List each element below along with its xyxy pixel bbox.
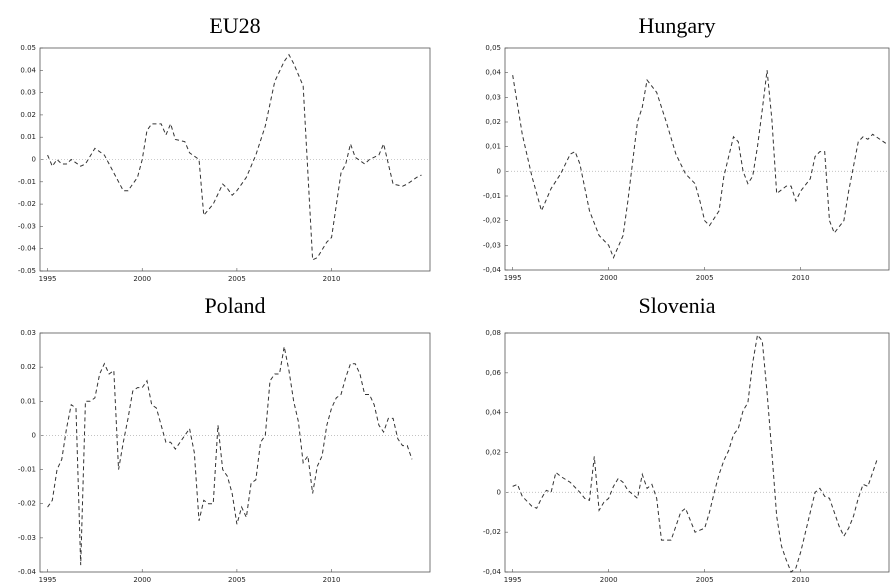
y-tick-label: 0,05 (485, 44, 501, 52)
x-tick-label: 2005 (228, 576, 246, 584)
y-tick-label: 0.01 (20, 397, 36, 405)
x-tick-label: 2010 (323, 275, 341, 283)
plot-frame (504, 47, 890, 271)
data-line (47, 346, 413, 566)
chart-title: Poland (204, 293, 265, 318)
x-tick-label: 2005 (696, 576, 714, 584)
y-tick-label: 0 (32, 156, 36, 164)
y-tick-label: 0,02 (485, 118, 501, 126)
x-tick-label: 1995 (39, 275, 57, 283)
y-tick-label: 0.04 (20, 66, 36, 74)
y-tick-label: 0,04 (485, 409, 501, 417)
y-tick-label: 0 (497, 488, 501, 496)
y-tick-label: -0,02 (483, 528, 501, 536)
y-tick-label: 0.02 (20, 363, 36, 371)
y-tick-label: -0.02 (18, 200, 36, 208)
y-tick-label: -0,04 (483, 568, 502, 576)
y-tick-label: -0.03 (18, 534, 36, 542)
y-tick-label: 0 (32, 431, 36, 439)
y-tick-label: 0.05 (20, 44, 36, 52)
y-tick-label: 0.03 (20, 329, 36, 337)
y-tick-label: 0,02 (485, 449, 501, 457)
y-tick-label: 0,06 (485, 369, 501, 377)
y-tick-label: 0,08 (485, 329, 501, 337)
x-tick-label: 1995 (504, 576, 522, 584)
y-tick-label: -0.05 (18, 267, 36, 275)
x-tick-label: 2005 (696, 274, 714, 282)
x-tick-label: 2000 (133, 275, 151, 283)
y-tick-label: -0,03 (483, 241, 501, 249)
y-tick-label: 0,01 (485, 143, 501, 151)
y-tick-label: 0.02 (20, 111, 36, 119)
y-tick-label: -0,02 (483, 217, 501, 225)
x-tick-label: 2010 (323, 576, 341, 584)
y-tick-label: 0 (497, 167, 501, 175)
y-tick-label: 0.03 (20, 89, 36, 97)
x-tick-label: 2010 (792, 576, 810, 584)
x-tick-label: 1995 (39, 576, 57, 584)
data-line (512, 333, 878, 573)
data-line (47, 53, 422, 261)
y-tick-label: -0.04 (18, 568, 37, 576)
x-tick-label: 1995 (504, 274, 522, 282)
y-tick-label: -0.02 (18, 500, 36, 508)
chart-title: Slovenia (639, 293, 716, 318)
plot-frame (39, 332, 431, 573)
x-tick-label: 2000 (133, 576, 151, 584)
y-tick-label: -0.01 (18, 178, 36, 186)
y-tick-label: -0.04 (18, 245, 37, 253)
x-tick-label: 2000 (600, 274, 618, 282)
x-tick-label: 2005 (228, 275, 246, 283)
y-tick-label: -0.03 (18, 222, 36, 230)
chart-title: EU28 (209, 13, 260, 38)
data-line (512, 70, 888, 259)
y-tick-label: -0,04 (483, 266, 502, 274)
x-tick-label: 2000 (600, 576, 618, 584)
chart-title: Hungary (639, 13, 716, 38)
y-tick-label: 0,04 (485, 69, 501, 77)
y-tick-label: 0.01 (20, 133, 36, 141)
y-tick-label: -0,01 (483, 192, 501, 200)
x-tick-label: 2010 (792, 274, 810, 282)
y-tick-label: -0.01 (18, 466, 36, 474)
plot-frame (504, 332, 890, 573)
y-tick-label: 0,03 (485, 93, 501, 101)
